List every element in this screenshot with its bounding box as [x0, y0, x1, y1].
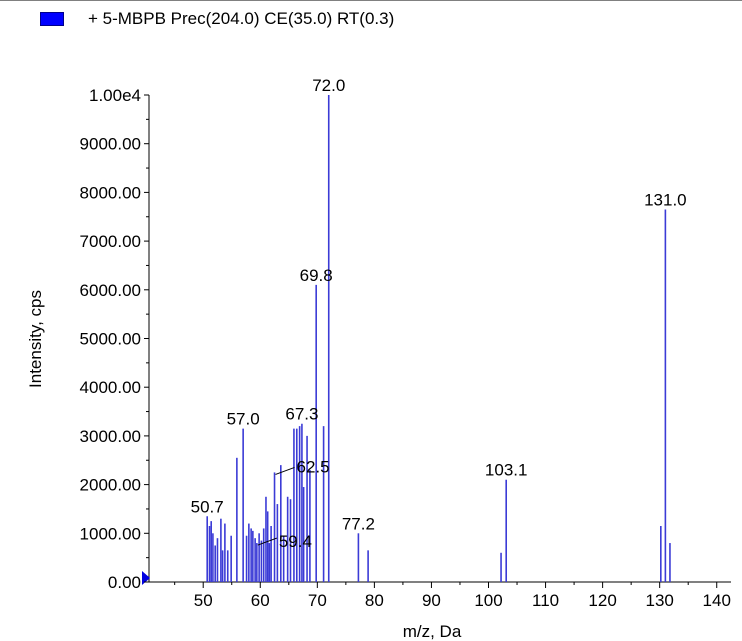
- x-axis-label: m/z, Da: [403, 622, 462, 641]
- x-tick-label: 60: [251, 591, 270, 610]
- y-tick-label: 5000.00: [80, 330, 141, 349]
- peak-label: 57.0: [227, 410, 260, 429]
- peak-label: 72.0: [312, 76, 345, 95]
- y-tick-label: 0.00: [108, 573, 141, 592]
- peak-label: 62.5: [297, 457, 330, 476]
- x-tick-label: 70: [308, 591, 327, 610]
- top-border: [0, 0, 742, 1]
- peak-label: 67.3: [285, 405, 318, 424]
- legend: + 5-MBPB Prec(204.0) CE(35.0) RT(0.3): [40, 8, 394, 30]
- peak-label: 50.7: [191, 497, 224, 516]
- y-tick-label: 7000.00: [80, 232, 141, 251]
- y-axis-label: Intensity, cps: [26, 290, 45, 388]
- peak-label: 59.4: [279, 532, 312, 551]
- legend-swatch: [40, 12, 64, 26]
- peak-label: 103.1: [485, 461, 528, 480]
- x-tick-label: 140: [703, 591, 731, 610]
- x-tick-label: 120: [588, 591, 616, 610]
- y-tick-label: 4000.00: [80, 378, 141, 397]
- legend-label: + 5-MBPB Prec(204.0) CE(35.0) RT(0.3): [88, 9, 395, 28]
- x-tick-label: 80: [365, 591, 384, 610]
- annotation-leader-line: [257, 537, 278, 546]
- y-tick-label: 6000.00: [80, 281, 141, 300]
- x-tick-label: 100: [474, 591, 502, 610]
- peak-label: 69.8: [300, 266, 333, 285]
- annotation-leader-line: [275, 466, 295, 475]
- y-tick-label: 1.00e4: [89, 86, 141, 105]
- peak-label: 77.2: [342, 514, 375, 533]
- y-tick-label: 9000.00: [80, 135, 141, 154]
- x-tick-label: 110: [532, 591, 559, 610]
- peak-label: 131.0: [644, 190, 687, 209]
- x-tick-label: 50: [194, 591, 213, 610]
- x-tick-label: 130: [645, 591, 673, 610]
- y-tick-label: 2000.00: [80, 476, 141, 495]
- y-tick-label: 3000.00: [80, 427, 141, 446]
- y-tick-label: 8000.00: [80, 183, 141, 202]
- y-tick-label: 1000.00: [80, 524, 141, 543]
- x-tick-label: 90: [422, 591, 441, 610]
